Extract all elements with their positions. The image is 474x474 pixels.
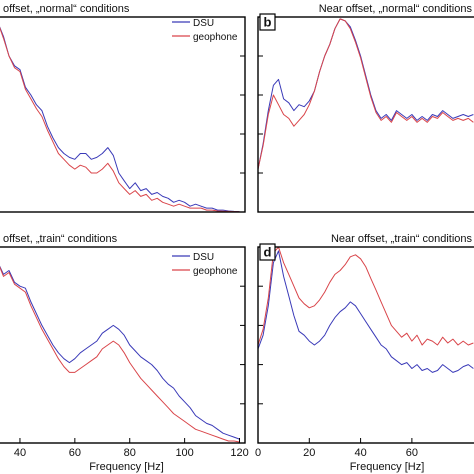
panel-letter-box-b: [259, 13, 276, 31]
x-axis-label-d: Frequency [Hz]: [350, 461, 425, 473]
panel-title-c: offset, „train“ conditions: [3, 233, 118, 245]
plot-frame-a: [0, 16, 246, 213]
series-line-geophone-b: [258, 18, 474, 170]
series-line-geophone-d: [258, 247, 474, 346]
panel-title-d: Near offset, „train“ conditions: [331, 233, 473, 245]
x-tick-label-c: 40: [14, 447, 26, 459]
x-tick-label-c: 100: [175, 447, 193, 459]
x-tick-label-c: 120: [230, 447, 248, 459]
x-tick-label-d: 0: [255, 447, 261, 459]
panel-title-a: offset, „normal“ conditions: [3, 3, 130, 15]
x-tick-label-c: 60: [69, 447, 81, 459]
series-line-dsu-b: [258, 18, 474, 170]
series-line-geophone-c: [0, 266, 240, 443]
legend-label-geophone-a: geophone: [193, 32, 238, 43]
legend-label-dsu-a: DSU: [193, 18, 214, 29]
panel-letter-d: d: [264, 245, 272, 260]
series-line-dsu-a: [0, 26, 240, 212]
plot-frame-c: [0, 246, 246, 444]
series-line-dsu-c: [0, 265, 240, 440]
panel-d: 0 20 40 60 Frequency [Hz] Near offset, „train…: [255, 233, 474, 473]
legend-label-geophone-c: geophone: [193, 266, 238, 277]
plot-frame-b: [257, 16, 474, 213]
panel-c: 40 60 80 100 120 Frequency [Hz] offset, „train…: [0, 233, 249, 473]
panel-letter-box-d: [259, 243, 276, 261]
panel-title-b: Near offset, „normal“ conditions: [319, 3, 473, 15]
x-tick-label-d: 20: [303, 447, 315, 459]
panel-a: offset, „normal“ conditions DSU geophone: [0, 3, 246, 213]
series-line-geophone-a: [0, 26, 240, 212]
plot-frame-d: [257, 246, 474, 444]
panel-b: Near offset, „normal“ conditions b: [257, 3, 474, 213]
legend-label-dsu-c: DSU: [193, 252, 214, 263]
series-line-dsu-d: [258, 250, 474, 373]
x-tick-label-d: 60: [406, 447, 418, 459]
x-tick-label-d: 40: [354, 447, 366, 459]
panel-letter-b: b: [264, 15, 272, 30]
x-tick-label-c: 80: [124, 447, 136, 459]
x-axis-label-c: Frequency [Hz]: [89, 461, 164, 473]
